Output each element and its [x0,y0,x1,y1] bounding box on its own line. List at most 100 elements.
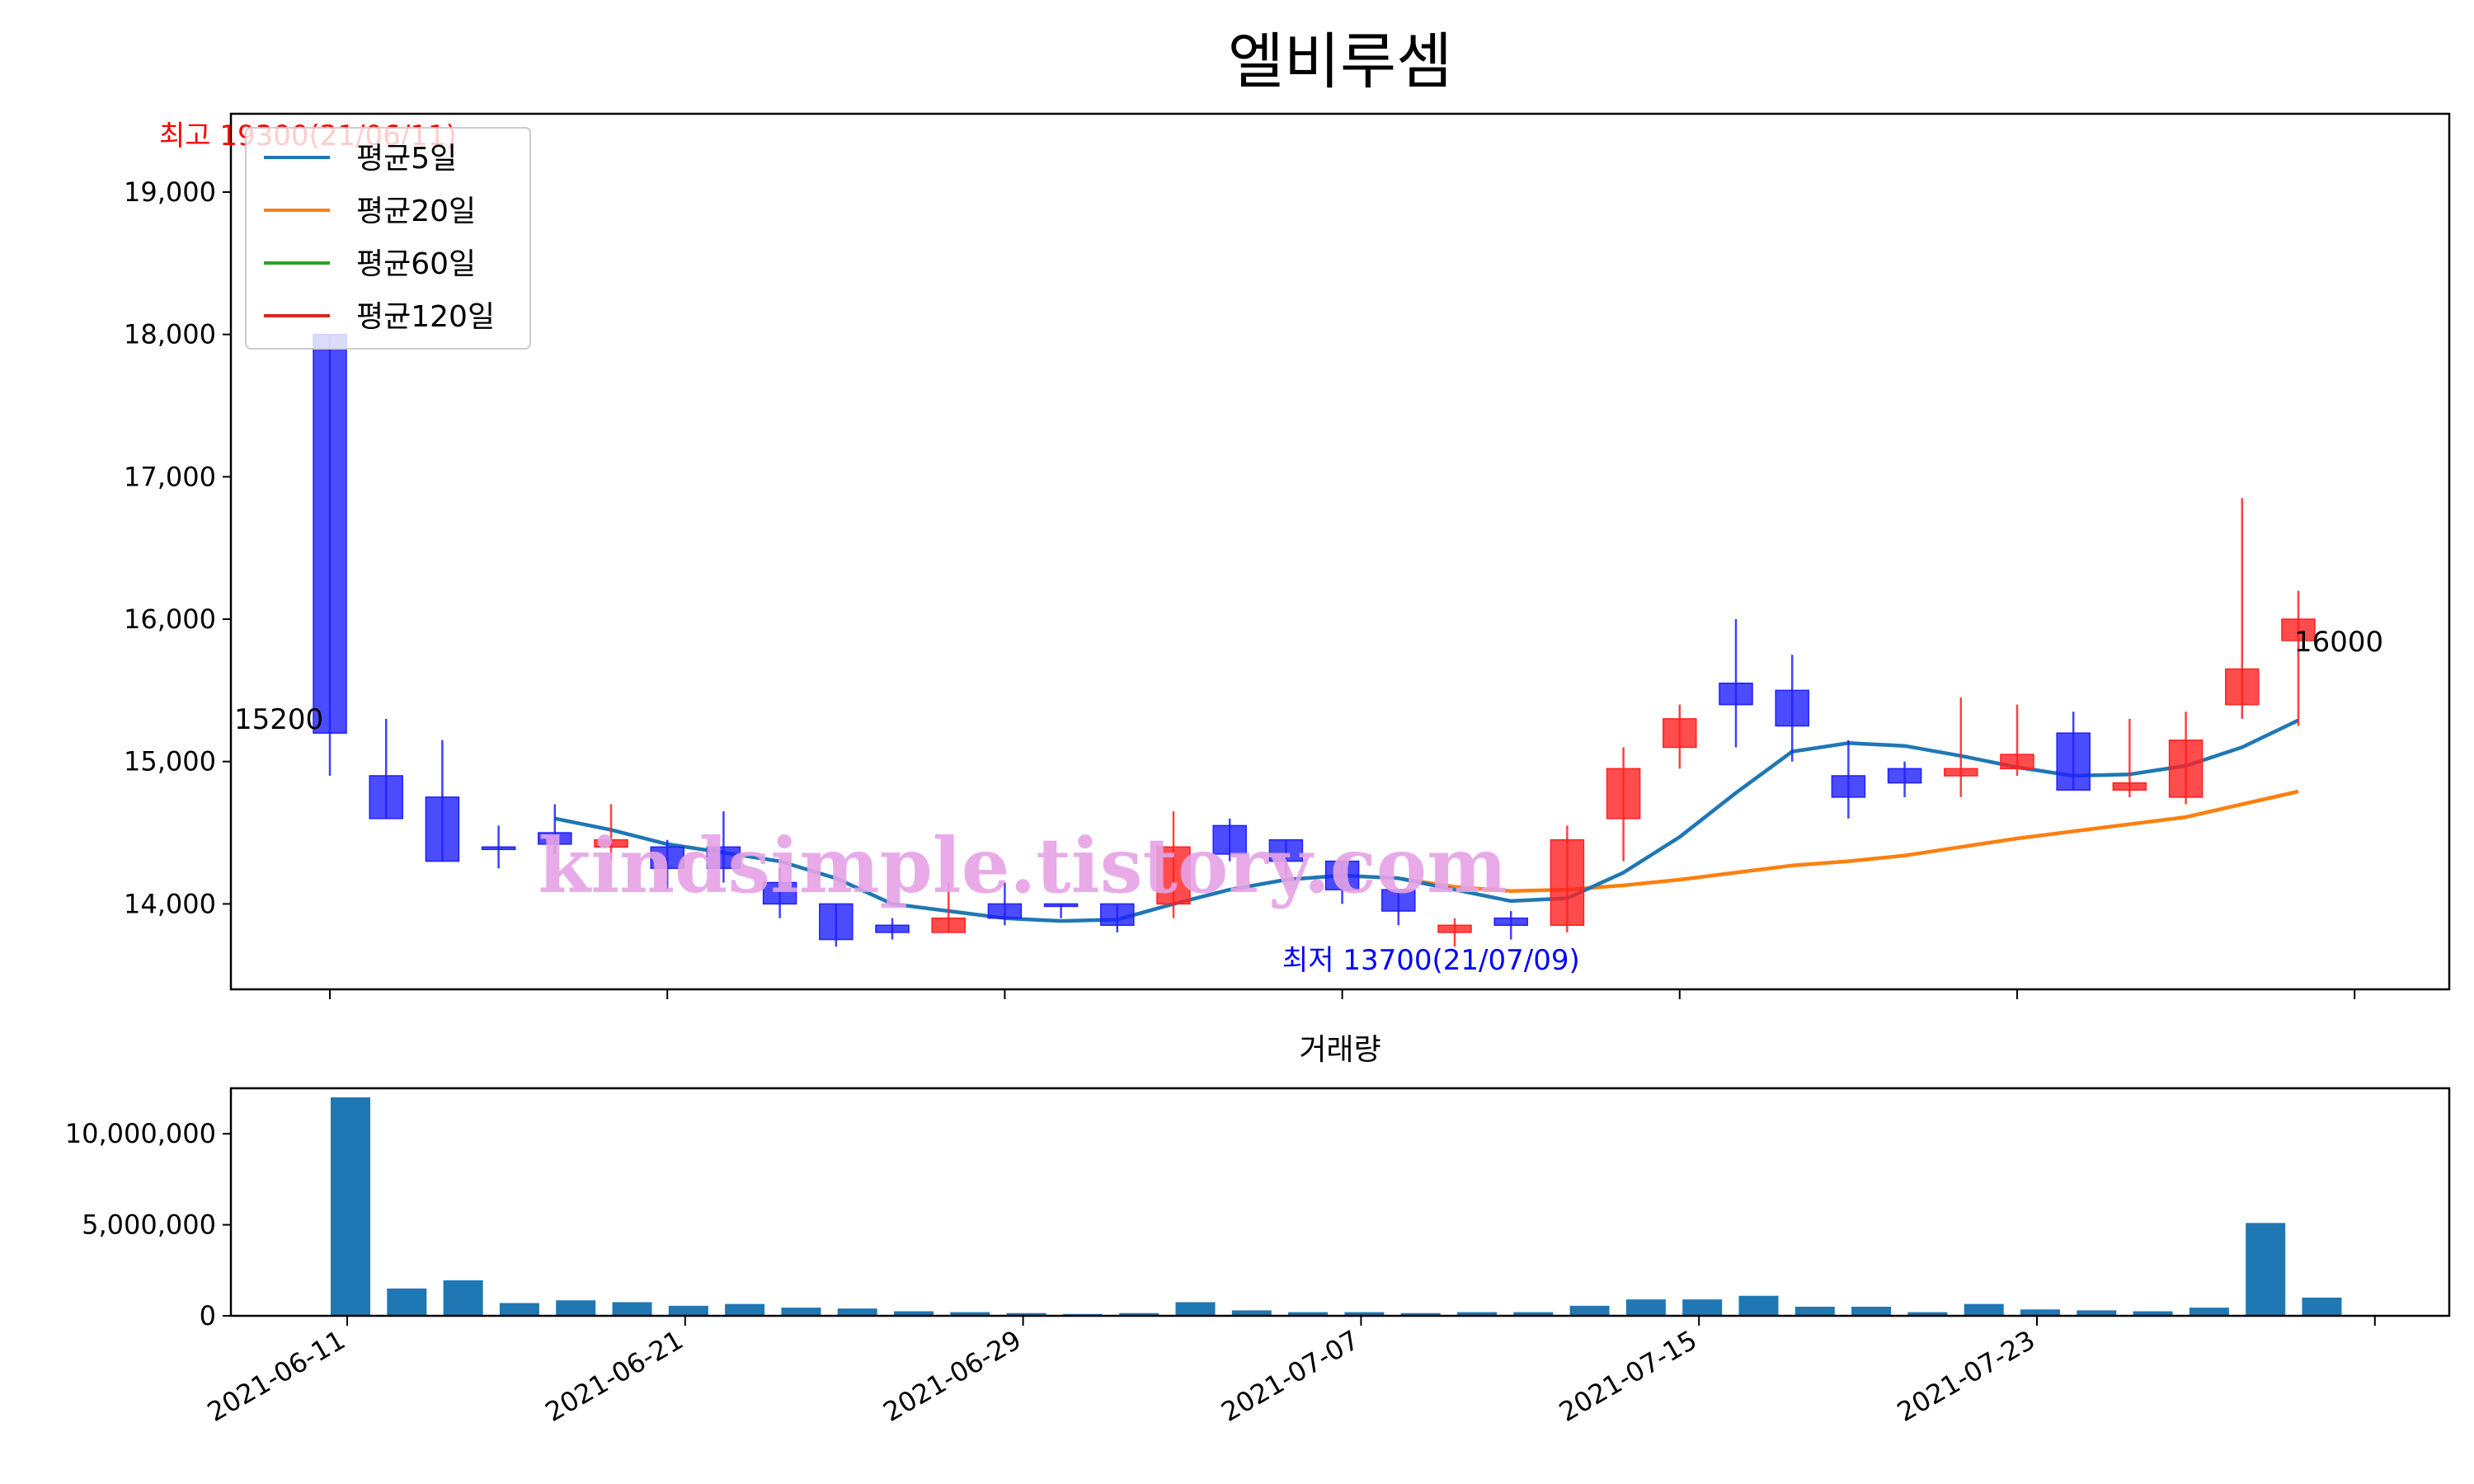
candle-body [2168,740,2204,798]
volume-bar [1907,1312,1948,1316]
volume-bar [2133,1311,2173,1316]
candle-down [1719,619,1753,748]
candle-down [1268,838,1304,876]
candle-body [1775,689,1809,727]
candle-up [1550,825,1585,932]
volume-bar [781,1308,821,1316]
candle-body [1944,768,1978,777]
last-close-annotation: 16000 [2294,626,2383,659]
legend: 평균5일 평균20일 평균60일 평균120일 [245,127,531,350]
candle-body [1437,924,1472,933]
volume-x-tick-label: 2021-06-29 [878,1324,1027,1428]
candle-down [538,804,572,854]
candle-body [931,917,966,933]
candle-down [1831,740,1866,819]
candle-down [706,811,741,883]
candle-up [2168,711,2204,805]
low-annotation: 최저 13700(21/07/09) [1282,944,1580,977]
candle-body [2112,782,2147,791]
candle-body [987,903,1023,919]
volume-bar [499,1303,539,1316]
candle-down [875,918,910,940]
candle-body [425,796,460,862]
price-y-tick-label: 14,000 [124,888,216,919]
volume-bar [1288,1312,1329,1316]
candle-body [1100,903,1135,927]
price-y-axis: 14,000 15,000 16,000 17,000 18,000 19,000 [124,176,231,919]
candle-body [1212,824,1247,855]
volume-bar [1964,1303,2004,1316]
candle-down [1324,860,1360,904]
candle-down [762,868,797,918]
volume-bar [2246,1223,2286,1316]
volume-bar [668,1305,708,1316]
candle-body [2225,668,2260,706]
volume-x-tick-label: 2021-07-15 [1554,1324,1702,1428]
volume-bar [894,1311,934,1316]
volume-x-tick-label: 2021-07-23 [1892,1324,2040,1428]
legend-label-ma60: 평균60일 [356,247,476,281]
volume-x-tick-label: 2021-06-11 [202,1324,350,1428]
candle-body [1268,838,1304,862]
volume-bar [1231,1310,1272,1316]
price-y-tick-label: 15,000 [124,746,216,777]
candle-body [538,832,572,845]
volume-bar [1513,1312,1554,1316]
candle-body [819,903,854,941]
volume-bar [1794,1306,1835,1316]
volume-y-tick-label: 0 [200,1300,216,1331]
volume-y-tick-label: 10,000,000 [65,1118,216,1149]
candle-body [481,846,516,851]
candle-body [1324,860,1360,890]
volume-bar [1344,1312,1385,1316]
volume-bar [1175,1302,1216,1316]
candle-down [313,333,347,776]
candle-body [369,775,403,819]
candle-down [369,718,403,819]
volume-bar [2077,1310,2117,1316]
candle-up [1944,697,1978,797]
volume-bar [837,1308,877,1316]
candle-body [1493,917,1528,927]
candle-body [313,333,347,734]
volume-y-tick-label: 5,000,000 [82,1209,216,1241]
candle-down [1493,911,1528,940]
volume-bar [387,1288,427,1316]
volume-bar [331,1097,370,1316]
candle-up [931,882,966,933]
volume-bar [2302,1297,2342,1316]
volume-y-axis: 0 5,000,000 10,000,000 [65,1118,231,1331]
volume-bar [1119,1313,1159,1316]
volume-bar [2189,1308,2229,1316]
chart-title: 엘비루셈 [1228,26,1452,97]
candle-body [1719,682,1753,706]
candle-body [1156,846,1191,905]
volume-bar [556,1300,596,1316]
candle-down [1775,655,1809,762]
candle-down [481,825,516,869]
volume-bar [1400,1313,1441,1316]
candle-body [1606,768,1641,819]
volume-bar [1682,1299,1723,1316]
candle-down [1212,818,1247,862]
candle-down [1887,761,1922,797]
volume-bar [443,1280,483,1316]
volume-x-axis: 2021-06-11 2021-06-21 2021-06-29 2021-07-07… [202,1316,2376,1428]
legend-label-ma5: 평균5일 [356,142,457,176]
ma20-line [1398,789,2299,894]
candle-down [819,903,854,947]
watermark: kindsimple.tistory.com [538,821,1507,910]
candle-down [2056,711,2091,791]
volume-title: 거래량 [1299,1033,1380,1067]
volume-bar [1738,1295,1779,1316]
candle-body [706,846,741,869]
candle-down [1043,903,1079,918]
volume-bar [1006,1313,1047,1316]
legend-frame [245,127,531,350]
price-axes-frame [229,112,2451,991]
candle-body [650,846,684,869]
volume-bar [1457,1312,1497,1316]
candle-body [594,838,628,848]
candle-up [594,804,628,862]
volume-bar [950,1312,990,1316]
